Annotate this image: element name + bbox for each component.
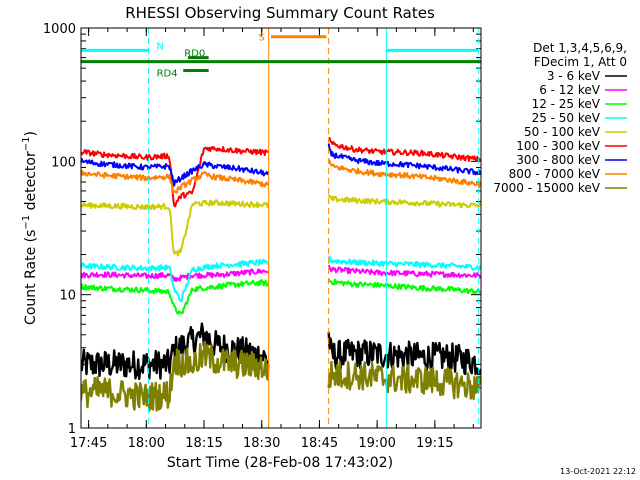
y-tick-label-2: 100: [51, 155, 76, 170]
flag-label-s: S: [259, 33, 265, 44]
legend-label-5: 100 - 300 keV: [516, 139, 600, 153]
legend: Det 1,3,4,5,6,9, FDecim 1, Att 0 3 - 6 k…: [493, 41, 627, 195]
series-line-3-6-kev: [81, 322, 481, 381]
y-tick-label-1: 10: [59, 289, 76, 304]
y-tick-labels: 1 10 100 1000: [43, 22, 76, 437]
series-line-6-12-kev: [81, 264, 481, 283]
series-line-7000-15000-kev: [81, 340, 481, 412]
y-tick-label-3: 1000: [43, 22, 76, 37]
plot-frame: [80, 27, 482, 429]
legend-label-0: 3 - 6 keV: [547, 69, 601, 83]
legend-header-line-1: Det 1,3,4,5,6,9,: [533, 41, 627, 55]
series-line-300-800-kev: [81, 143, 481, 187]
y-axis-label: Count Rate (s−1 detector−1): [21, 131, 39, 325]
series-line-12-25-kev: [81, 278, 481, 315]
x-axis-label: Start Time (28-Feb-08 17:43:02): [167, 455, 393, 471]
legend-label-7: 800 - 7000 keV: [509, 167, 601, 181]
legend-label-8: 7000 - 15000 keV: [493, 181, 600, 195]
series-line-800-7000-kev: [81, 159, 481, 194]
legend-label-6: 300 - 800 keV: [516, 153, 600, 167]
legend-label-3: 25 - 50 keV: [532, 111, 601, 125]
x-tick-label-1: 18:00: [128, 436, 165, 451]
legend-header-line-2: FDecim 1, Att 0: [534, 55, 627, 69]
series-line-25-50-kev: [81, 255, 481, 303]
flag-label-rd0: RD0: [184, 49, 205, 60]
y-tick-label-0: 1: [68, 422, 76, 437]
x-tick-label-5: 19:00: [358, 436, 395, 451]
vertical-markers: [81, 28, 480, 428]
x-tick-label-2: 18:15: [185, 436, 222, 451]
flag-label-rd4: RD4: [157, 69, 178, 80]
x-tick-labels: 17:45 18:00 18:15 18:30 18:45 19:00 19:15: [70, 436, 454, 451]
legend-label-1: 6 - 12 keV: [539, 83, 601, 97]
x-tick-label-6: 19:15: [416, 436, 453, 451]
series-line-50-100-kev: [81, 194, 481, 257]
x-tick-label-0: 17:45: [70, 436, 107, 451]
legend-label-2: 12 - 25 keV: [532, 97, 601, 111]
legend-label-4: 50 - 100 keV: [524, 125, 601, 139]
flag-bars: [81, 35, 481, 73]
x-tick-label-3: 18:30: [243, 436, 280, 451]
x-tick-label-4: 18:45: [301, 436, 338, 451]
chart-title: RHESSI Observing Summary Count Rates: [125, 4, 435, 22]
timestamp: 13-Oct-2021 22:12: [560, 467, 636, 476]
series-group: [81, 136, 481, 412]
flag-label-n: N: [156, 41, 163, 52]
series-line-100-300-kev: [81, 136, 481, 208]
